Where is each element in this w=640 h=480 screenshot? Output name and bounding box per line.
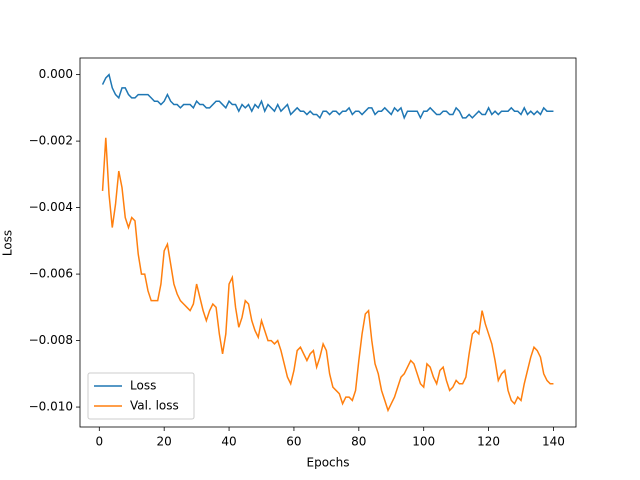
x-tick-label: 40 [221, 435, 236, 449]
legend-box [87, 372, 195, 420]
x-tick-label: 20 [157, 435, 172, 449]
data-line [101, 137, 554, 413]
data-line [101, 73, 554, 120]
y-tick-label: −0.010 [29, 400, 73, 414]
legend-label: Val. loss [130, 399, 179, 413]
x-tick-label: 80 [351, 435, 366, 449]
y-tick-label: 0.000 [39, 67, 73, 81]
y-axis-label: Loss [1, 230, 15, 256]
x-tick-label: 140 [542, 435, 565, 449]
x-tick-label: 120 [477, 435, 500, 449]
x-tick-label: 60 [286, 435, 301, 449]
y-tick-label: −0.006 [29, 267, 73, 281]
y-tick-label: −0.008 [29, 333, 73, 347]
y-tick-label: −0.004 [29, 200, 73, 214]
legend-label: Loss [130, 379, 156, 393]
y-tick-label: −0.002 [29, 134, 73, 148]
x-axis-label: Epochs [307, 456, 350, 470]
x-tick-label: 0 [95, 435, 103, 449]
plot-frame [79, 57, 577, 428]
x-tick-label: 100 [412, 435, 435, 449]
